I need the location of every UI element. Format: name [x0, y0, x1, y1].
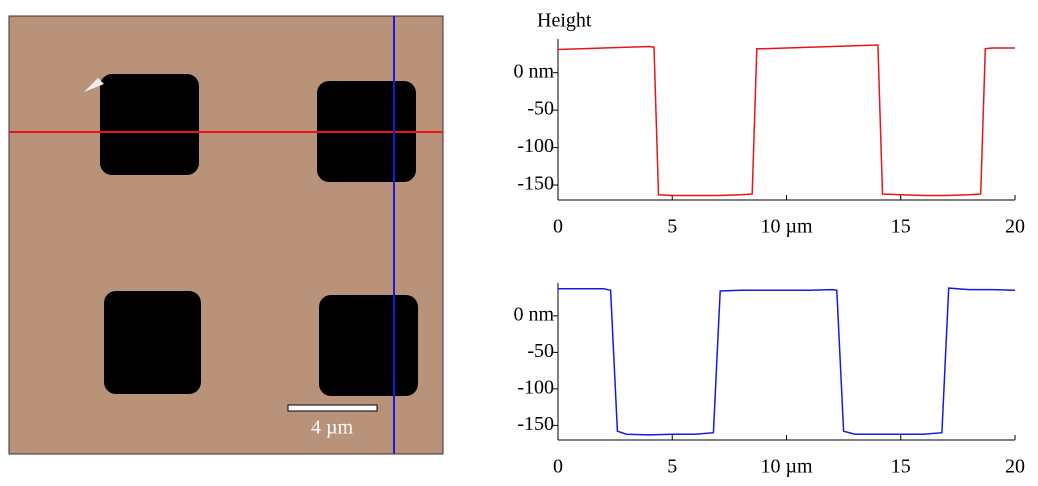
scale-bar [288, 405, 377, 411]
x-tick-label: 10 µm [760, 456, 813, 478]
x-tick-label: 5 [667, 216, 677, 238]
pit [319, 295, 418, 396]
y-tick-label: 0 nm [513, 60, 554, 82]
x-tick-label: 0 [553, 456, 563, 478]
pit [104, 291, 201, 394]
x-tick-label: 10 µm [760, 216, 813, 238]
y-tick-label: -100 [517, 376, 554, 398]
chart-title: Height [537, 10, 592, 32]
afm-image: 4 µm [9, 16, 443, 454]
x-tick-label: 0 [553, 216, 563, 238]
pit [100, 74, 199, 175]
x-tick-label: 20 [1005, 216, 1025, 238]
y-tick-label: -150 [517, 173, 554, 195]
figure: 4 µm Height 0 nm -50 -100 -150 0 5 10 µm 15 20 0 n… [0, 0, 1038, 486]
y-tick-label: -50 [527, 98, 554, 120]
x-tick-label: 5 [667, 456, 677, 478]
x-tick-label: 20 [1005, 456, 1025, 478]
profile-line [558, 288, 1015, 435]
x-tick-label: 15 [891, 216, 911, 238]
y-tick-label: -100 [517, 135, 554, 157]
scale-bar-label: 4 µm [311, 417, 354, 439]
y-tick-label: -50 [527, 340, 554, 362]
y-tick-label: -150 [517, 413, 554, 435]
profile-line [558, 45, 1015, 196]
y-tick-label: 0 nm [513, 303, 554, 325]
x-tick-label: 15 [891, 456, 911, 478]
